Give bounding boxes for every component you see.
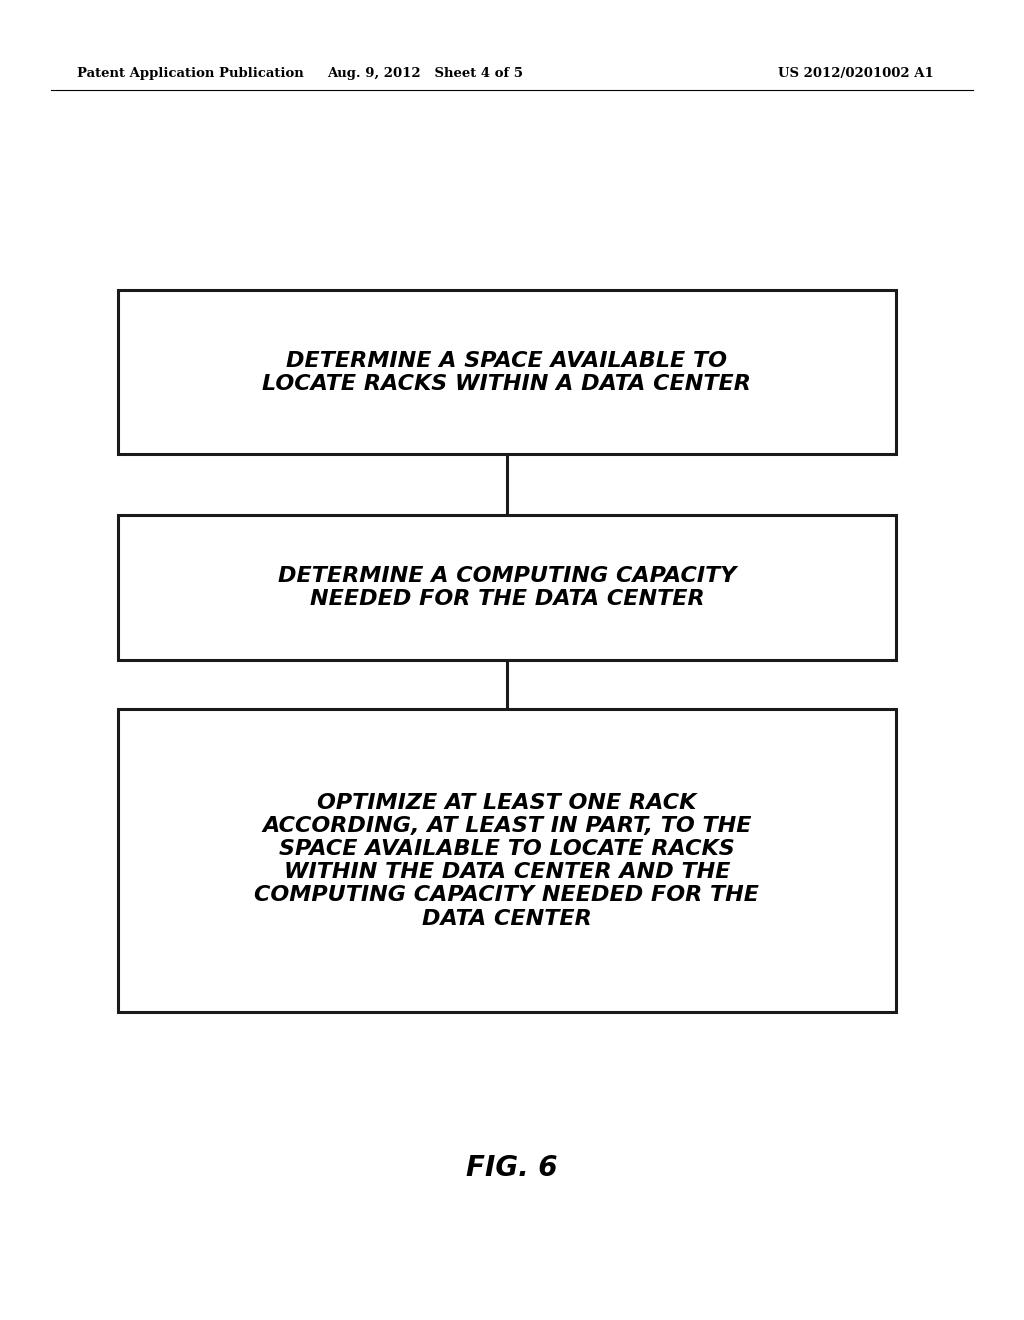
Text: US 2012/0201002 A1: US 2012/0201002 A1 [778, 67, 934, 81]
Text: DETERMINE A COMPUTING CAPACITY
NEEDED FOR THE DATA CENTER: DETERMINE A COMPUTING CAPACITY NEEDED FO… [278, 566, 736, 609]
Text: OPTIMIZE AT LEAST ONE RACK
ACCORDING, AT LEAST IN PART, TO THE
SPACE AVAILABLE T: OPTIMIZE AT LEAST ONE RACK ACCORDING, AT… [254, 792, 760, 929]
Bar [118, 515, 896, 660]
Text: Aug. 9, 2012   Sheet 4 of 5: Aug. 9, 2012 Sheet 4 of 5 [327, 67, 523, 81]
Text: Patent Application Publication: Patent Application Publication [77, 67, 303, 81]
Bar [118, 290, 896, 454]
Text: FIG. 6: FIG. 6 [466, 1154, 558, 1183]
Bar [118, 709, 896, 1012]
Text: DETERMINE A SPACE AVAILABLE TO
LOCATE RACKS WITHIN A DATA CENTER: DETERMINE A SPACE AVAILABLE TO LOCATE RA… [262, 351, 752, 393]
